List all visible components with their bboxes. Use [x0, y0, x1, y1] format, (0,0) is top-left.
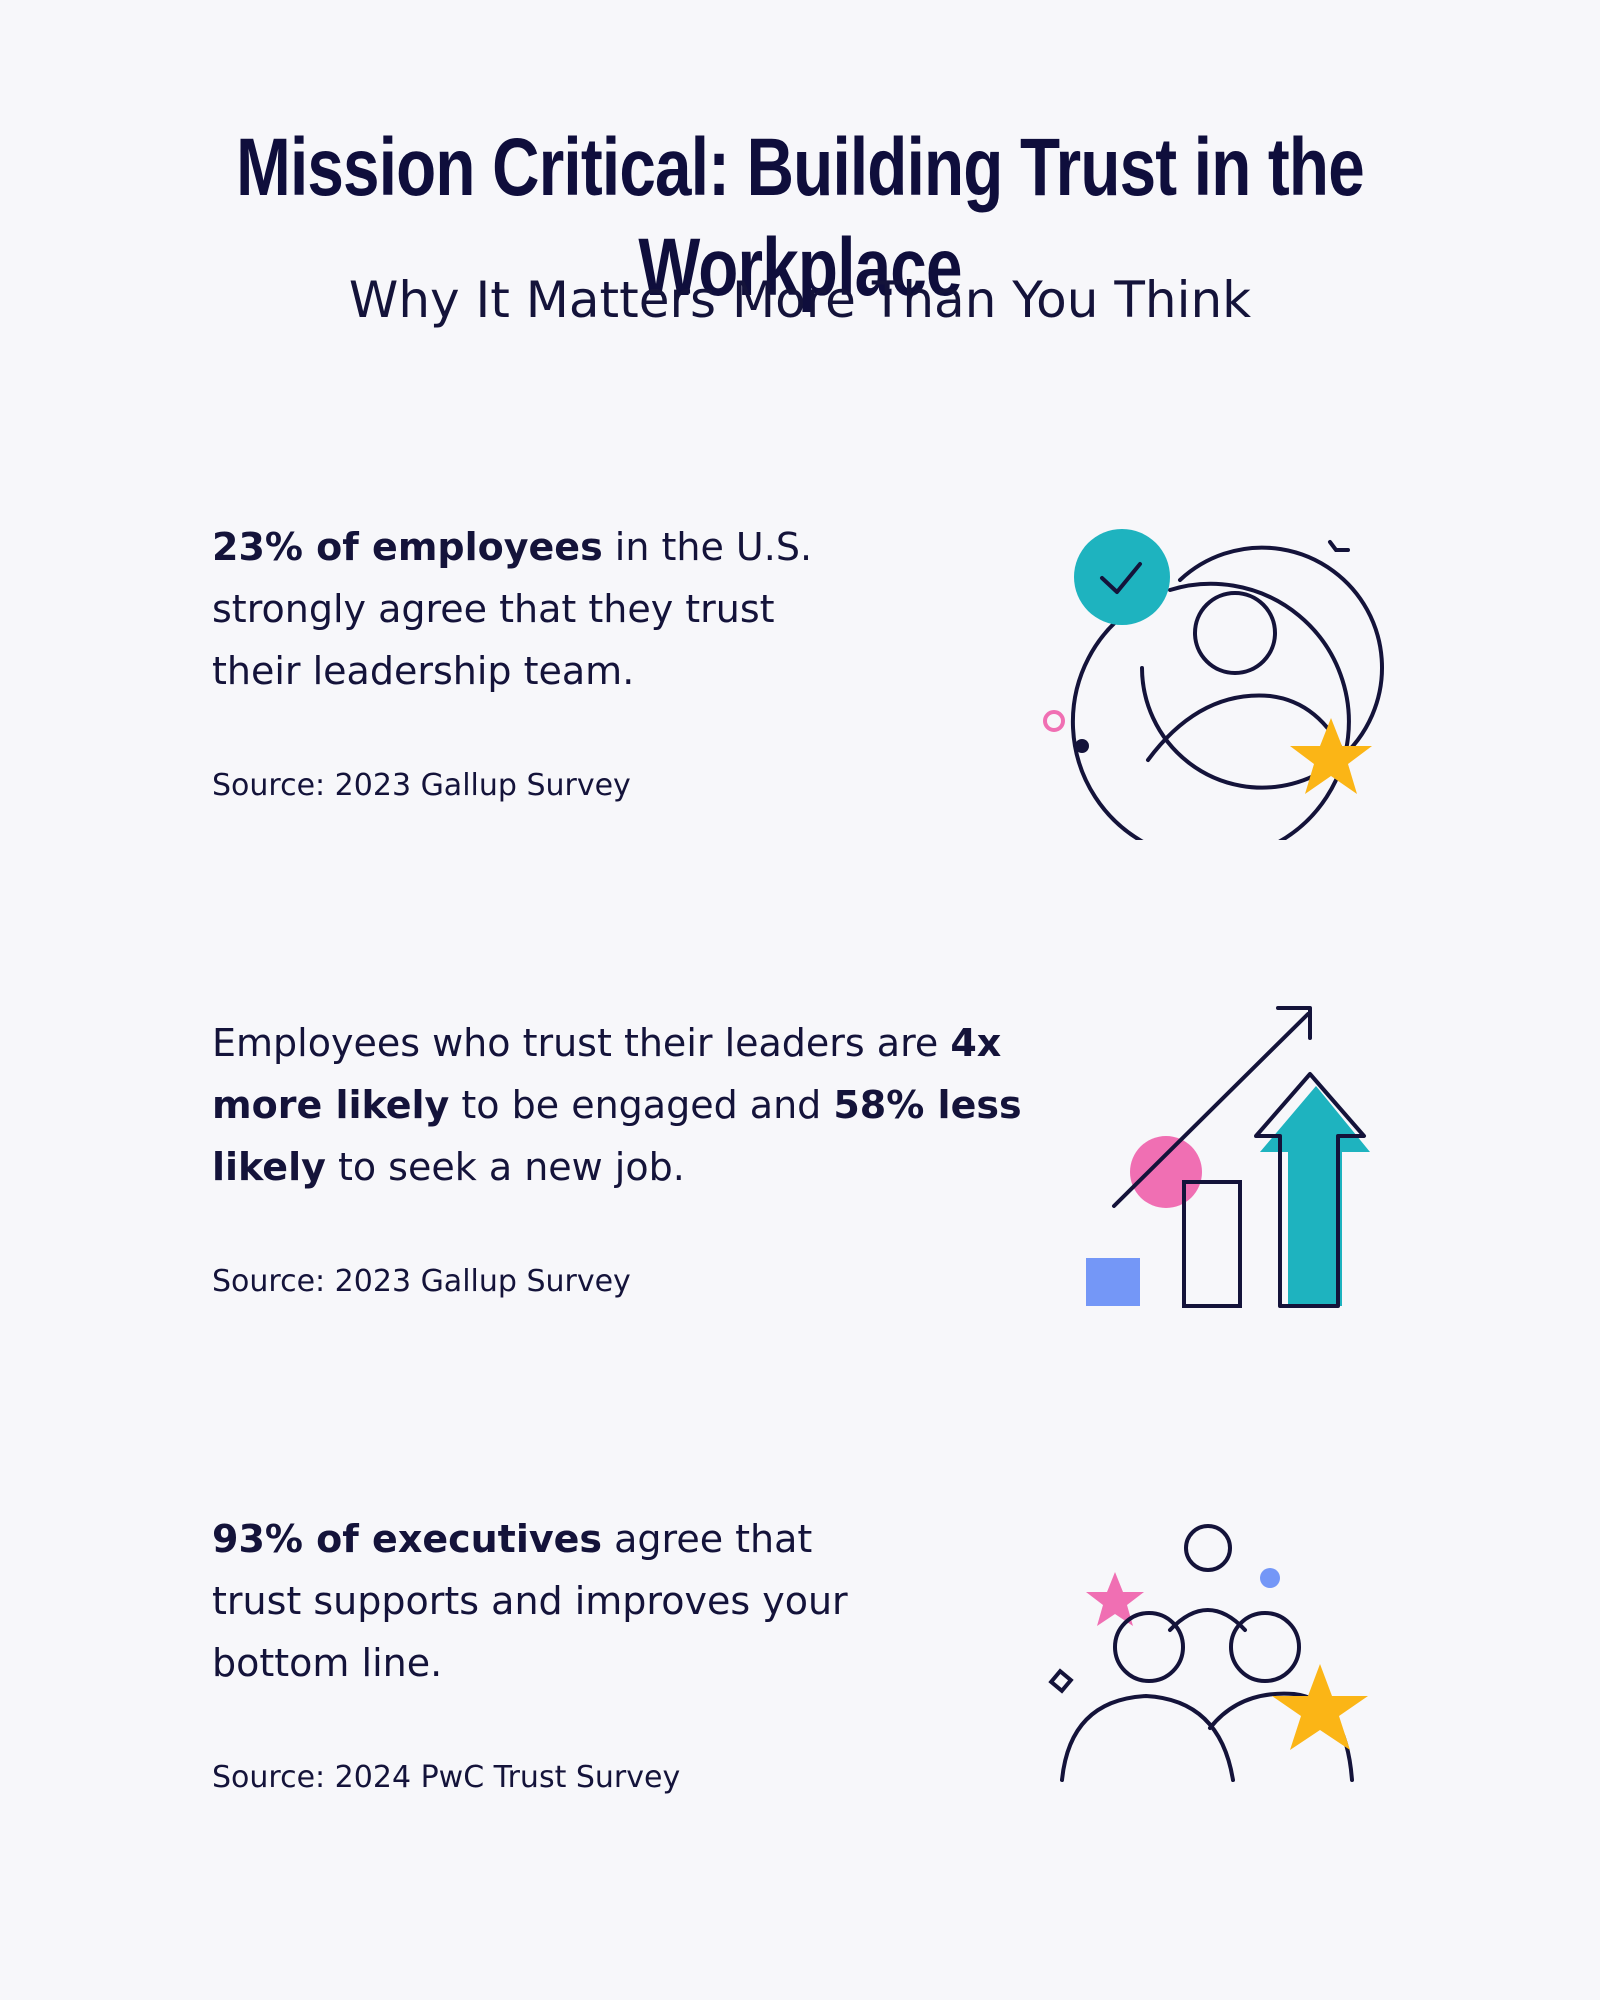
growth-chart-icon [1086, 1006, 1370, 1308]
stat-body: in the U.S. strongly agree that they tru… [212, 525, 813, 693]
page-title: Mission Critical: Building Trust in the … [236, 122, 1365, 313]
stat-body: to be engaged and [449, 1083, 834, 1127]
stat-block: Employees who trust their leaders are 4x… [212, 1012, 1032, 1198]
stat-source: Source: 2024 PwC Trust Survey [212, 1760, 681, 1795]
stat-highlight: 23% of employees [212, 525, 603, 569]
stat-source: Source: 2023 Gallup Survey [212, 768, 631, 803]
stat-block: 93% of executives agree that trust suppo… [212, 1508, 852, 1694]
stat-text: Employees who trust their leaders are 4x… [212, 1012, 1032, 1198]
stat-text: 23% of employees in the U.S. strongly ag… [212, 516, 852, 702]
stat-body: Employees who trust their leaders are [212, 1021, 951, 1065]
trusted-person-icon [1043, 529, 1384, 840]
stat-body: to seek a new job. [325, 1145, 685, 1189]
stat-source: Source: 2023 Gallup Survey [212, 1264, 631, 1299]
stat-highlight: 58% less likely [212, 1083, 1022, 1189]
page-subtitle: Why It Matters More Than You Think [348, 271, 1252, 329]
stat-highlight: 4x more likely [212, 1021, 1002, 1127]
stat-text: 93% of executives agree that trust suppo… [212, 1508, 852, 1694]
stat-body: agree that trust supports and improves y… [212, 1517, 848, 1685]
stat-block: 23% of employees in the U.S. strongly ag… [212, 516, 852, 702]
team-stars-icon [1048, 1524, 1368, 1782]
stat-highlight: 93% of executives [212, 1517, 603, 1561]
